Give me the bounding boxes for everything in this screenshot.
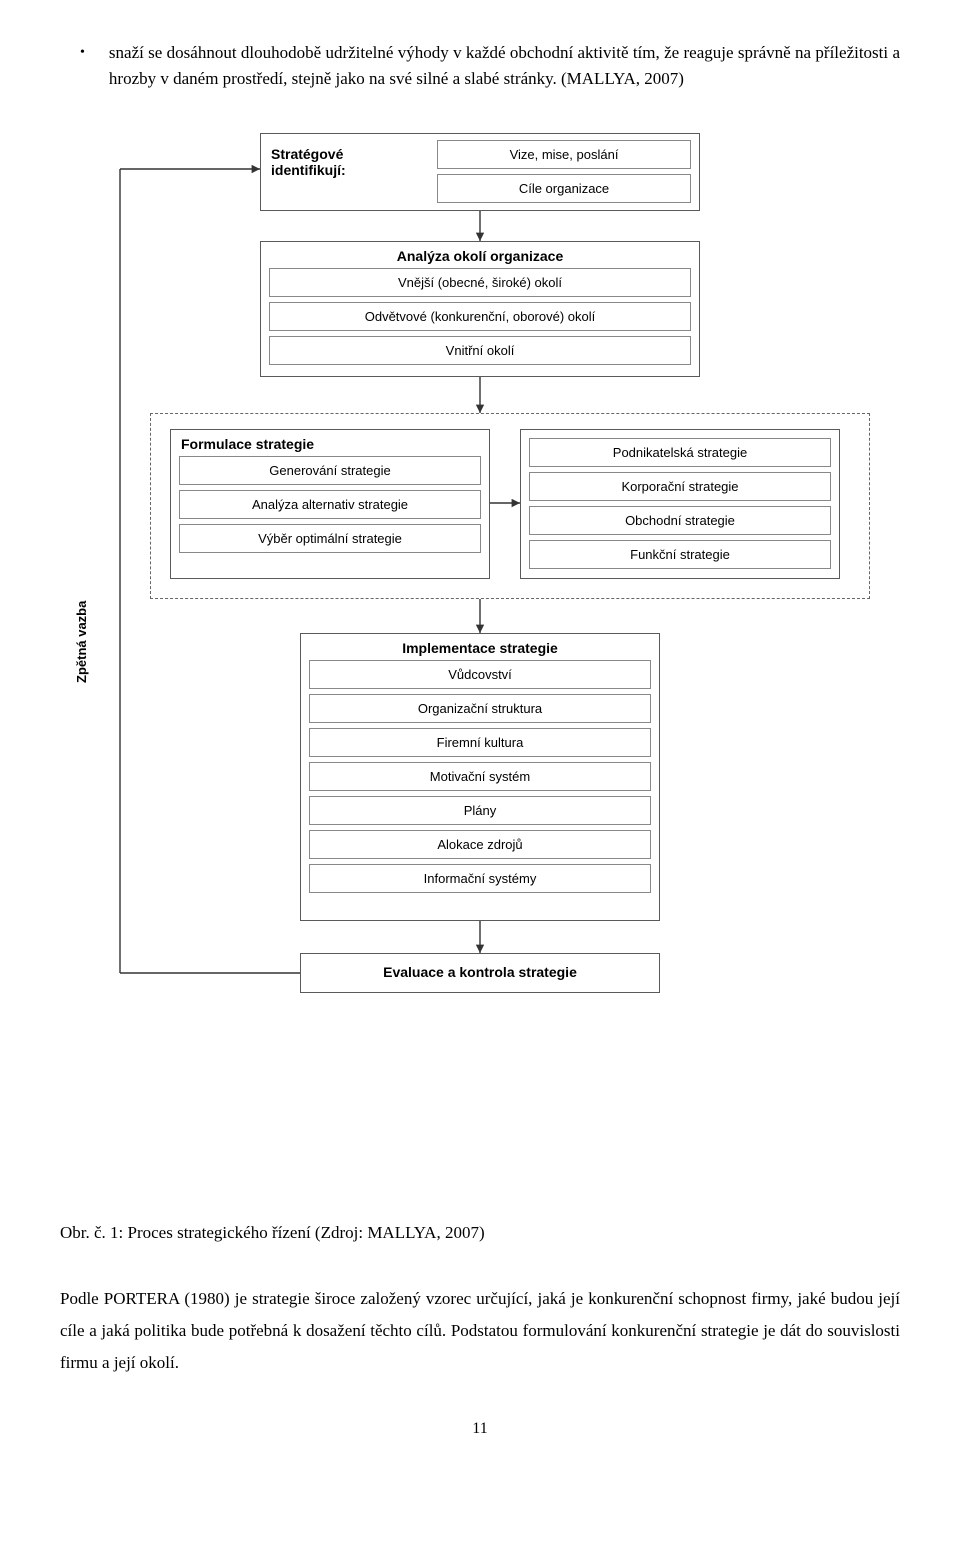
- block2-title: Analýza okolí organizace: [261, 242, 699, 268]
- block2-row: Odvětvové (konkurenční, oborové) okolí: [269, 302, 691, 331]
- block3R-row: Korporační strategie: [529, 472, 831, 501]
- feedback-side-label: Zpětná vazba: [74, 600, 89, 682]
- block-environment-analysis: Analýza okolí organizace Vnější (obecné,…: [260, 241, 700, 377]
- block4-row: Organizační struktura: [309, 694, 651, 723]
- bullet-paragraph: • snaží se dosáhnout dlouhodobě udržitel…: [60, 40, 900, 93]
- block3R-title: Podnikatelská strategie: [529, 438, 831, 467]
- block-strategists-identify: Stratégové identifikují: Vize, mise, pos…: [260, 133, 700, 211]
- block3L-row: Generování strategie: [179, 456, 481, 485]
- block1-row: Vize, mise, poslání: [437, 140, 691, 169]
- block3R-row: Obchodní strategie: [529, 506, 831, 535]
- block5-title: Evaluace a kontrola strategie: [301, 954, 659, 990]
- block1-left-label: Stratégové identifikují:: [271, 146, 421, 178]
- page-number: 11: [60, 1420, 900, 1438]
- block-business-strategy: Podnikatelská strategie Korporační strat…: [520, 429, 840, 579]
- block4-row: Plány: [309, 796, 651, 825]
- block4-title: Implementace strategie: [301, 634, 659, 660]
- block3L-row: Výběr optimální strategie: [179, 524, 481, 553]
- block1-row: Cíle organizace: [437, 174, 691, 203]
- block-strategy-implementation: Implementace strategie Vůdcovství Organi…: [300, 633, 660, 921]
- porter-paragraph: Podle PORTERA (1980) je strategie široce…: [60, 1283, 900, 1380]
- block-evaluation-control: Evaluace a kontrola strategie: [300, 953, 660, 993]
- block4-row: Firemní kultura: [309, 728, 651, 757]
- bullet-dot: •: [80, 40, 85, 65]
- block4-row: Motivační systém: [309, 762, 651, 791]
- block4-row: Informační systémy: [309, 864, 651, 893]
- block3R-row: Funkční strategie: [529, 540, 831, 569]
- strategy-process-diagram: Zpětná vazba Stratégové identifikují: Vi…: [60, 123, 900, 1183]
- block2-row: Vnitřní okolí: [269, 336, 691, 365]
- block3L-row: Analýza alternativ strategie: [179, 490, 481, 519]
- block-strategy-formulation: Formulace strategie Generování strategie…: [170, 429, 490, 579]
- block4-row: Vůdcovství: [309, 660, 651, 689]
- bullet-text: snaží se dosáhnout dlouhodobě udržitelné…: [109, 40, 900, 93]
- figure-caption: Obr. č. 1: Proces strategického řízení (…: [60, 1223, 900, 1243]
- block4-row: Alokace zdrojů: [309, 830, 651, 859]
- block3L-title: Formulace strategie: [171, 430, 489, 456]
- block2-row: Vnější (obecné, široké) okolí: [269, 268, 691, 297]
